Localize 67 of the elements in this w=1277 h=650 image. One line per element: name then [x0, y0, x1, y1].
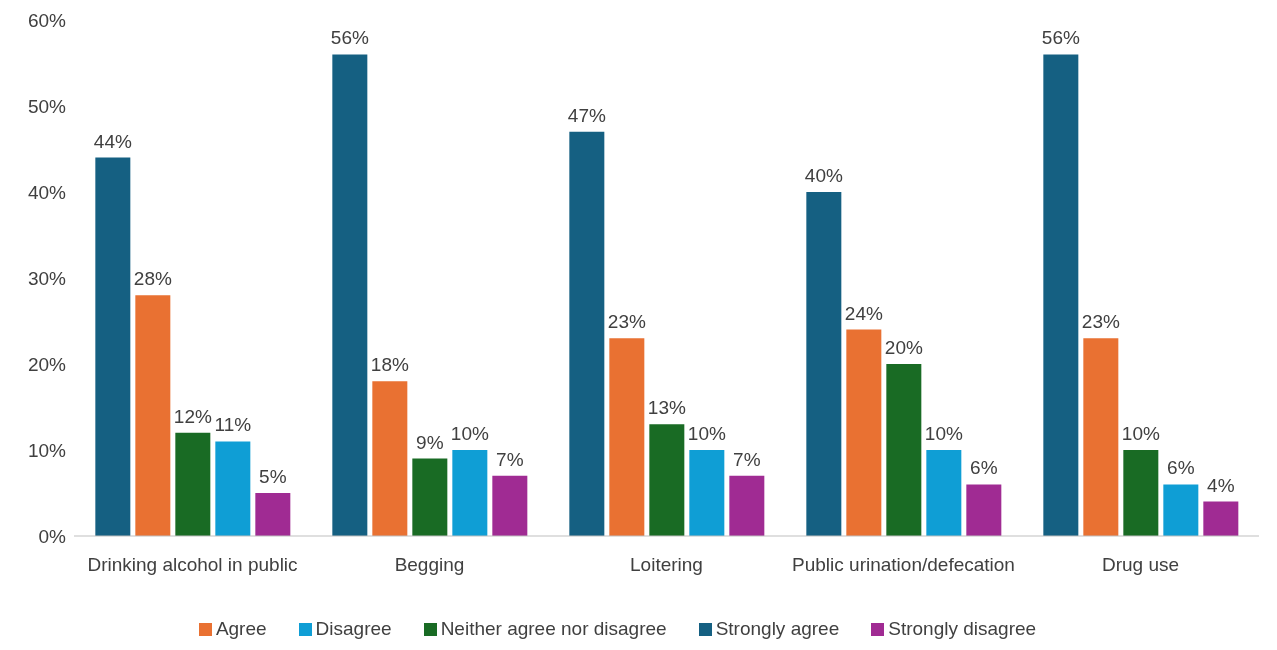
bar — [1203, 501, 1239, 536]
data-label: 20% — [884, 337, 923, 358]
data-label: 10% — [1121, 423, 1160, 444]
bar — [1043, 54, 1079, 536]
y-tick-label: 20% — [27, 353, 67, 375]
bar — [966, 484, 1002, 536]
y-tick-label: 10% — [27, 439, 67, 461]
bar — [175, 432, 211, 536]
bar — [729, 475, 765, 536]
data-label: 23% — [607, 311, 646, 333]
data-label: 7% — [733, 448, 761, 470]
data-label: 4% — [1207, 474, 1235, 496]
data-label: 56% — [1041, 27, 1080, 49]
data-label: 9% — [416, 431, 444, 453]
y-tick-label: 60% — [27, 9, 67, 31]
bar — [95, 157, 131, 536]
x-tick-label: Drug use — [1101, 554, 1180, 576]
bar — [492, 475, 528, 536]
bar — [1163, 484, 1199, 536]
y-tick-label: 0% — [38, 525, 67, 547]
data-label: 11% — [214, 414, 252, 436]
data-label: 10% — [450, 423, 489, 444]
data-label: 6% — [970, 457, 998, 479]
bar — [886, 364, 922, 536]
legend-label: Neither agree nor disagree — [440, 618, 667, 639]
bar — [846, 329, 882, 536]
y-tick-label: 40% — [27, 181, 67, 203]
data-label: 10% — [924, 423, 963, 444]
data-label: 10% — [687, 423, 726, 444]
bar — [452, 450, 488, 536]
bar — [806, 192, 842, 536]
bar — [412, 458, 448, 536]
bar — [689, 450, 725, 536]
data-label: 23% — [1081, 311, 1120, 333]
legend-label: Strongly agree — [715, 618, 840, 639]
data-label: 12% — [173, 405, 212, 427]
bar — [609, 338, 645, 536]
y-tick-label: 30% — [27, 267, 67, 289]
data-label: 7% — [496, 448, 524, 470]
x-tick-label: Begging — [394, 554, 465, 576]
data-label: 5% — [259, 466, 287, 487]
x-tick-label: Drinking alcohol in public — [87, 554, 298, 576]
data-label: 40% — [804, 165, 843, 186]
legend-label: Agree — [215, 618, 267, 639]
bar — [255, 493, 291, 536]
bar — [215, 441, 251, 536]
bar — [569, 131, 605, 536]
legend-label: Strongly disagree — [888, 618, 1037, 639]
data-label: 13% — [647, 397, 686, 419]
x-tick-label: Loitering — [630, 554, 703, 576]
bar — [1123, 450, 1159, 536]
data-label: 24% — [844, 302, 883, 324]
bar — [372, 381, 408, 536]
bar — [332, 54, 368, 536]
data-label: 28% — [133, 268, 172, 290]
data-label: 47% — [567, 104, 606, 126]
data-label: 56% — [330, 27, 369, 49]
bar — [1083, 338, 1119, 536]
bar — [135, 295, 171, 536]
legend-label: Disagree — [315, 618, 392, 639]
bar — [649, 424, 685, 536]
y-tick-label: 50% — [27, 95, 67, 117]
bar — [926, 450, 962, 536]
data-label: 18% — [370, 354, 409, 376]
x-tick-label: Public urination/defecation — [792, 554, 1015, 576]
data-label: 6% — [1167, 457, 1195, 479]
data-label: 44% — [93, 130, 132, 152]
